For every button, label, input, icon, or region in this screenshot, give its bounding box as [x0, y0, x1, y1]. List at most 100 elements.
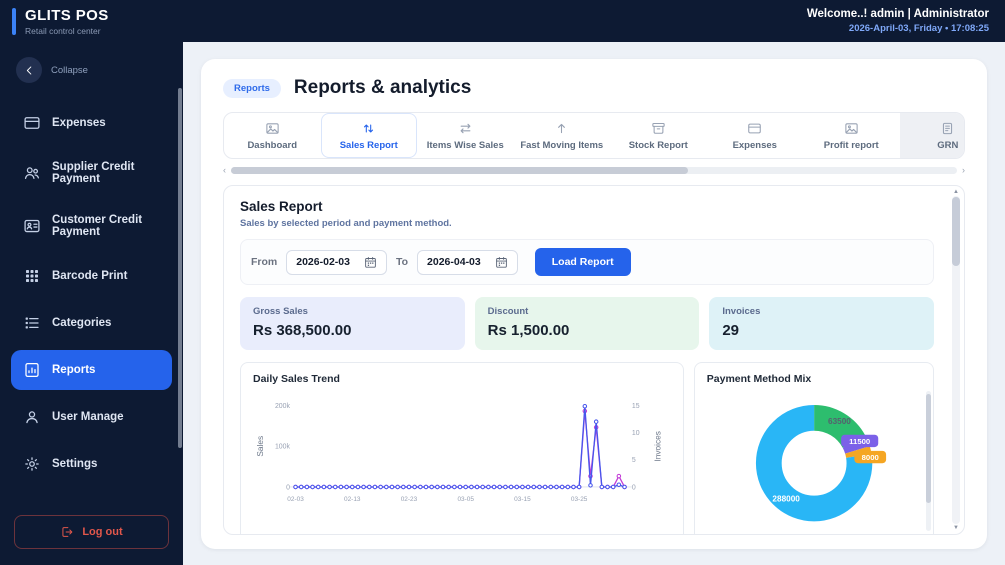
calendar-icon[interactable]: [495, 256, 508, 269]
stat-label: Invoices: [722, 306, 761, 317]
filter-bar: From 2026-02-03 To 2026-04-03 Load Repor…: [240, 239, 934, 285]
user-icon: [23, 408, 41, 426]
reports-card: Reports Reports & analytics Dashboard Sa…: [201, 59, 987, 549]
sidebar-item-label: Settings: [52, 458, 98, 470]
tab-expenses[interactable]: Expenses: [707, 113, 804, 158]
sidebar-item-settings[interactable]: Settings: [11, 444, 172, 484]
scroll-left-arrow-icon[interactable]: ‹: [223, 165, 226, 175]
welcome-text: Welcome..! admin | Administrator: [806, 8, 989, 20]
sidebar-item-label: Expenses: [52, 117, 106, 129]
tab-stock-report[interactable]: Stock Report: [610, 113, 707, 158]
app-logo: GLITS POS Retail control center: [12, 7, 109, 36]
svg-text:02-13: 02-13: [344, 496, 361, 503]
tab-items-wise-sales[interactable]: Items Wise Sales: [417, 113, 514, 158]
panel-scrollbar-track[interactable]: [952, 196, 960, 524]
stat-discount: Discount Rs 1,500.00: [474, 297, 700, 350]
tab-sales-report[interactable]: Sales Report: [321, 113, 418, 158]
stats-row: Gross Sales Rs 368,500.00 Discount Rs 1,…: [240, 297, 935, 350]
page-title: Reports & analytics: [293, 77, 472, 98]
to-date-input[interactable]: 2026-04-03: [417, 249, 518, 275]
sidebar-scrollbar[interactable]: [178, 88, 182, 448]
collapse-button[interactable]: [16, 57, 42, 83]
app-subtitle: Retail control center: [25, 25, 101, 36]
svg-text:5: 5: [632, 457, 636, 464]
sidebar-item-label: Categories: [52, 317, 112, 329]
scroll-up-arrow-icon[interactable]: ▲: [953, 189, 959, 195]
collapse-label: Collapse: [51, 64, 88, 76]
tab-dashboard[interactable]: Dashboard: [224, 113, 321, 158]
sidebar-item-categories[interactable]: Categories: [11, 303, 172, 343]
sidebar-item-label: User Manage: [52, 411, 124, 423]
stat-label: Discount: [487, 306, 529, 317]
section-title: Sales Report: [240, 199, 323, 214]
svg-text:8000: 8000: [861, 453, 878, 462]
sidebar-item-user-manage[interactable]: User Manage: [11, 397, 172, 437]
sidebar-item-label: Supplier Credit Payment: [52, 161, 135, 185]
image-icon: [844, 121, 859, 136]
logout-icon: [60, 525, 74, 539]
gear-icon: [23, 455, 41, 473]
tabs-scrollbar-thumb[interactable]: [231, 167, 689, 174]
svg-text:0: 0: [632, 484, 636, 491]
tab-label: Expenses: [732, 140, 777, 151]
tabs-scrollbar: ‹ ›: [223, 166, 965, 175]
chart-title: Payment Method Mix: [706, 373, 812, 385]
sidebar-item-supplier-credit-payment[interactable]: Supplier Credit Payment: [11, 150, 172, 196]
breadcrumb-badge: Reports: [223, 78, 281, 98]
sidebar-collapse[interactable]: Collapse: [0, 42, 183, 91]
app-title: GLITS POS: [25, 6, 109, 24]
tabs-scrollbar-track[interactable]: [231, 167, 957, 174]
chevron-left-icon: [23, 64, 36, 77]
logout-button[interactable]: Log out: [14, 515, 169, 549]
archive-icon: [651, 121, 666, 136]
mix-card-scrollbar-thumb[interactable]: [926, 393, 931, 504]
svg-text:63500: 63500: [828, 417, 851, 426]
stat-gross-sales: Gross Sales Rs 368,500.00: [240, 297, 465, 350]
credit-card-icon: [747, 121, 762, 136]
stat-value: 29: [722, 322, 740, 339]
stat-value: Rs 1,500.00: [487, 322, 570, 339]
top-bar: GLITS POS Retail control center Welcome.…: [0, 0, 1005, 42]
id-card-icon: [23, 217, 41, 235]
load-report-button[interactable]: Load Report: [534, 248, 631, 276]
sidebar-item-barcode-print[interactable]: Barcode Print: [11, 256, 172, 296]
svg-text:11500: 11500: [849, 437, 870, 446]
stat-label: Gross Sales: [253, 306, 308, 317]
datetime-text: 2026-April-03, Friday • 17:08:25: [848, 23, 989, 34]
svg-text:Invoices: Invoices: [653, 431, 663, 461]
sidebar-item-label: Reports: [52, 364, 96, 376]
sales-trend-line-chart: 0 100k 200k 0 5 10 15 02-03 02-13 02-23 03-05 03-15…: [255, 403, 663, 503]
svg-text:02-23: 02-23: [401, 496, 418, 503]
from-date-input[interactable]: 2026-02-03: [286, 249, 387, 275]
calendar-icon[interactable]: [364, 256, 377, 269]
main-area: Reports Reports & analytics Dashboard Sa…: [183, 42, 1005, 565]
tab-label: Fast Moving Items: [520, 140, 604, 151]
logout-label: Log out: [82, 526, 123, 538]
panel-scrollbar-thumb[interactable]: [952, 197, 960, 266]
sidebar-item-reports[interactable]: Reports: [11, 350, 172, 390]
svg-text:100k: 100k: [275, 444, 291, 451]
sidebar-item-label: Customer Credit Payment: [52, 214, 143, 238]
svg-text:10: 10: [632, 430, 640, 437]
tab-profit-report[interactable]: Profit report: [803, 113, 900, 158]
tab-label: Items Wise Sales: [426, 140, 504, 151]
sort-arrows-icon: [361, 121, 376, 136]
report-icon: [23, 361, 41, 379]
tab-grn[interactable]: GRN: [899, 113, 964, 158]
credit-card-icon: [23, 114, 41, 132]
section-subtitle: Sales by selected period and payment met…: [240, 218, 452, 229]
sidebar-item-expenses[interactable]: Expenses: [11, 103, 172, 143]
scroll-down-arrow-icon[interactable]: ▼: [953, 525, 959, 531]
grid-dots-icon: [23, 267, 41, 285]
svg-text:288000: 288000: [772, 494, 800, 503]
sales-report-panel: ▲ ▼ Sales Report Sales by selected perio…: [223, 185, 965, 535]
users-icon: [23, 164, 41, 182]
list-icon: [23, 314, 41, 332]
daily-sales-trend-chart: Daily Sales Trend 0 100k 200k 0 5 10 15 02-03 02…: [240, 362, 684, 534]
sidebar-item-customer-credit-payment[interactable]: Customer Credit Payment: [11, 203, 172, 249]
scroll-right-arrow-icon[interactable]: ›: [962, 165, 965, 175]
tab-fast-moving-items[interactable]: Fast Moving Items: [514, 113, 611, 158]
svg-text:0: 0: [286, 484, 290, 491]
report-tabs: Dashboard Sales Report Items Wise Sales …: [223, 112, 965, 159]
